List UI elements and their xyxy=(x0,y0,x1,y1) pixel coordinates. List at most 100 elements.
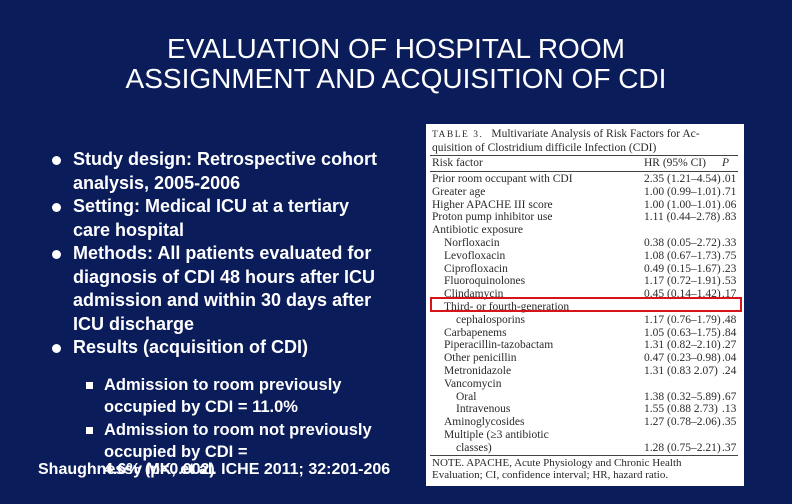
cell-risk-factor: Norfloxacin xyxy=(444,237,500,249)
bullet-square-icon xyxy=(86,381,93,389)
cell-p: .23 xyxy=(722,262,737,275)
table-row: Piperacillin-tazobactam 1.31 (0.82–2.10).… xyxy=(426,339,744,352)
cell-hr: 1.17 (0.72–1.91) xyxy=(644,275,721,288)
cell-hr: 1.08 (0.67–1.73) xyxy=(644,249,721,262)
table-row: Ciprofloxacin 0.49 (0.15–1.67) .23 xyxy=(426,263,744,276)
cell-p: .27 xyxy=(722,339,737,352)
cell-risk-factor: Higher APACHE III score xyxy=(432,198,553,211)
table-header-row: Risk factor HR (95% CI) P xyxy=(426,157,744,170)
bullet-list: Study design: Retrospective cohort analy… xyxy=(52,148,382,464)
cell-risk-factor: Antibiotic exposure xyxy=(432,224,524,237)
cell-hr: 0.38 (0.05–2.72) xyxy=(644,237,721,249)
title-line-2: ASSIGNMENT AND ACQUISITION OF CDI xyxy=(125,63,667,94)
cell-risk-factor: cephalosporins xyxy=(456,313,525,326)
table-row: Prior room occupant with CDI 2.35 (1.21–4… xyxy=(426,173,744,186)
cell-risk-factor: Intravenous xyxy=(456,403,511,416)
table-rule-bottom xyxy=(430,455,738,456)
cell-p: .04 xyxy=(722,352,737,365)
sub-bullet-prior-cdi: Admission to room previously occupied by… xyxy=(86,374,386,419)
sub-bullet-tail: 4.6% (p=0.002) xyxy=(104,461,215,478)
table-row: Norfloxacin 0.38 (0.05–2.72) .33 xyxy=(426,237,744,250)
bullet-dot-icon xyxy=(52,344,61,353)
table-row: Higher APACHE III score 1.00 (1.00–1.01).… xyxy=(426,199,744,212)
footnote-line-1: NOTE. APACHE, Acute Physiology and Chron… xyxy=(432,457,682,469)
cell-risk-factor: Other penicillin xyxy=(444,352,517,365)
risk-factor-table: TABLE 3. Multivariate Analysis of Risk Fa… xyxy=(426,124,744,486)
cell-hr: 0.47 (0.23–0.98) xyxy=(644,352,721,365)
table-row: Carbapenems 1.05 (0.63–1.75) .84 xyxy=(426,327,744,340)
cell-risk-factor: Vancomycin xyxy=(444,377,502,390)
cell-risk-factor: Carbapenems xyxy=(444,326,507,339)
cell-risk-factor: Oral xyxy=(456,390,477,403)
header-risk-factor: Risk factor xyxy=(432,157,483,169)
table-row: Proton pump inhibitor use 1.11 (0.44–2.78… xyxy=(426,211,744,224)
cell-risk-factor: Multiple (≥3 antibiotic xyxy=(444,429,549,441)
slide-title: EVALUATION OF HOSPITAL ROOM ASSIGNMENT A… xyxy=(0,34,792,94)
cell-p: .75 xyxy=(722,249,737,262)
table-label: TABLE 3. xyxy=(432,130,484,140)
table-row: classes) 1.28 (0.75–2.21) .37 xyxy=(426,442,744,455)
cell-hr: 2.35 (1.21–4.54) xyxy=(644,173,721,185)
cell-risk-factor: Ciprofloxacin xyxy=(444,262,508,275)
cell-risk-factor: Metronidazole xyxy=(444,365,512,377)
table-row: Levofloxacin 1.08 (0.67–1.73) .75 xyxy=(426,250,744,263)
cell-hr: 1.31 (0.83 2.07) xyxy=(644,365,718,377)
table-rule-top xyxy=(430,155,738,156)
caption-line-1: Multivariate Analysis of Risk Factors fo… xyxy=(491,128,700,140)
cell-p: .13 xyxy=(722,403,737,416)
bullet-methods: Methods: All patients evaluated for diag… xyxy=(52,242,382,336)
table-row: Other penicillin 0.47 (0.23–0.98) .04 xyxy=(426,352,744,365)
bullet-dot-icon xyxy=(52,156,61,165)
cell-risk-factor: Proton pump inhibitor use xyxy=(432,211,553,224)
cell-hr: 1.27 (0.78–2.06) xyxy=(644,416,721,429)
cell-p: .83 xyxy=(722,211,737,224)
highlight-box xyxy=(430,297,742,312)
table-footnote: NOTE. APACHE, Acute Physiology and Chron… xyxy=(432,457,740,481)
table-row: Metronidazole 1.31 (0.83 2.07) .24 xyxy=(426,365,744,378)
table-row: Multiple (≥3 antibiotic xyxy=(426,429,744,442)
cell-hr: 1.11 (0.44–2.78) xyxy=(644,211,721,224)
cell-p: .37 xyxy=(722,441,737,454)
cell-hr: 1.00 (0.99–1.01) xyxy=(644,185,721,198)
cell-hr: 1.05 (0.63–1.75) xyxy=(644,326,721,339)
cell-hr: 1.28 (0.75–2.21) xyxy=(644,441,721,454)
cell-p: .53 xyxy=(722,275,737,288)
cell-risk-factor: Piperacillin-tazobactam xyxy=(444,339,554,352)
title-line-1: EVALUATION OF HOSPITAL ROOM xyxy=(167,33,625,64)
bullet-dot-icon xyxy=(52,203,61,212)
table-row: Intravenous 1.55 (0.88 2.73) .13 xyxy=(426,403,744,416)
cell-p: .67 xyxy=(722,390,737,403)
table-row: cephalosporins 1.17 (0.76–1.79) .48 xyxy=(426,314,744,327)
table-row: Oral 1.38 (0.32–5.89) .67 xyxy=(426,391,744,404)
table-row: Fluoroquinolones 1.17 (0.72–1.91) .53 xyxy=(426,275,744,288)
cell-risk-factor: classes) xyxy=(456,441,492,454)
bullet-square-icon xyxy=(86,426,93,434)
cell-risk-factor: Greater age xyxy=(432,185,486,198)
table-rule-header xyxy=(430,171,738,172)
cell-p: .35 xyxy=(722,416,737,429)
bullet-results: Results (acquisition of CDI) xyxy=(52,336,382,360)
cell-p: .24 xyxy=(722,365,737,377)
cell-hr: 1.55 (0.88 2.73) xyxy=(644,403,718,416)
cell-hr: 1.00 (1.00–1.01) xyxy=(644,198,721,211)
cell-hr: 1.38 (0.32–5.89) xyxy=(644,390,721,403)
footnote-line-2: Evaluation; CI, confidence interval; HR,… xyxy=(432,469,669,481)
caption-line-2: quisition of Clostridium difficile Infec… xyxy=(432,142,657,154)
citation: Shaughnessy MK, et al. ICHE 2011; 32:201… xyxy=(38,461,391,478)
bullet-dot-icon xyxy=(52,250,61,259)
cell-risk-factor: Aminoglycosides xyxy=(444,416,525,429)
cell-hr: 0.49 (0.15–1.67) xyxy=(644,262,721,275)
table-caption: TABLE 3. Multivariate Analysis of Risk Fa… xyxy=(432,128,740,155)
header-p: P xyxy=(722,157,730,169)
table-row: Vancomycin xyxy=(426,378,744,391)
cell-hr: 1.31 (0.82–2.10) xyxy=(644,339,721,352)
table-row: Aminoglycosides 1.27 (0.78–2.06) .35 xyxy=(426,416,744,429)
bullet-study-design: Study design: Retrospective cohort analy… xyxy=(52,148,382,195)
sub-bullet-no-prior-cdi: Admission to room not previously occupie… xyxy=(86,419,386,464)
cell-p: .06 xyxy=(722,198,737,211)
table-row: Greater age 1.00 (0.99–1.01) .71 xyxy=(426,186,744,199)
cell-risk-factor: Levofloxacin xyxy=(444,249,506,262)
cell-risk-factor: Prior room occupant with CDI xyxy=(432,173,573,185)
cell-p: .33 xyxy=(722,237,737,249)
